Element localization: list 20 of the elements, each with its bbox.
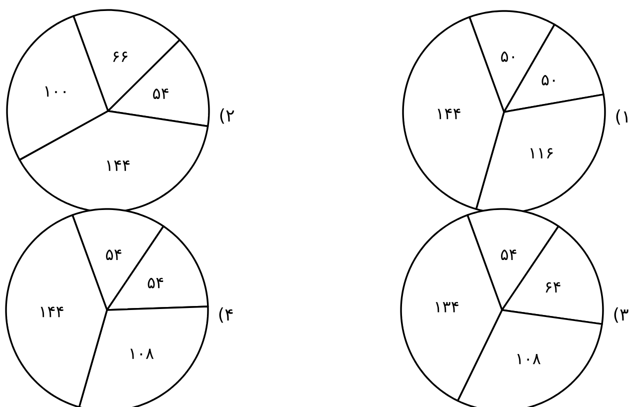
data-label: ۱۴۴: [438, 108, 460, 120]
data-label: ۶۶: [113, 52, 128, 62]
data-label: ۵۰: [501, 51, 514, 62]
data-label: ۱۴۴: [40, 306, 64, 318]
data-label: ۱۰۸: [517, 354, 540, 364]
text: (۴: [219, 307, 233, 323]
data-label: ۱۴۴: [107, 160, 130, 171]
text: (۱: [616, 109, 628, 125]
data-label: ۵۴: [106, 250, 122, 260]
data-label: ۶۴: [546, 282, 560, 293]
data-label: ۵۰: [542, 74, 555, 86]
data-label: ۵۴: [148, 278, 164, 288]
data-label: ۵۴: [501, 250, 516, 260]
data-label: ۱۱۶: [530, 148, 553, 158]
text: (۳: [614, 307, 628, 323]
text: (۲: [220, 108, 234, 124]
data-label: ۱۰۰: [45, 86, 66, 97]
data-label: ۵۴: [153, 88, 168, 99]
data-label: ۱۰۸: [130, 348, 154, 359]
data-label: ۱۳۴: [436, 302, 458, 312]
